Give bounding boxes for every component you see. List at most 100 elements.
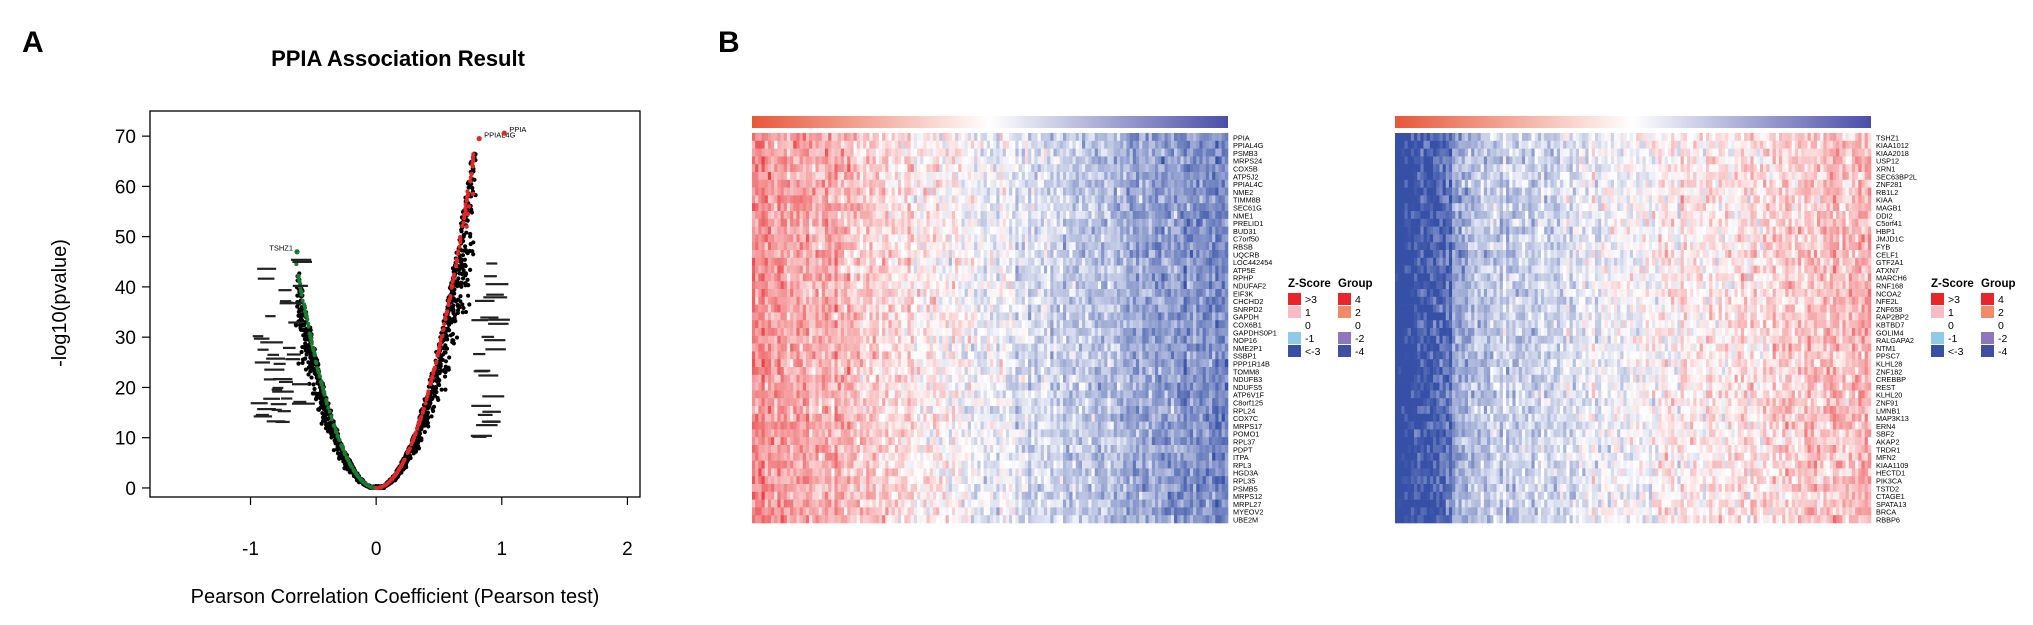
heatmap-cell xyxy=(824,172,829,181)
heatmap-cell xyxy=(771,281,775,290)
heatmap-cell xyxy=(847,156,851,165)
heatmap-cell xyxy=(869,421,873,430)
heatmap-cell xyxy=(901,226,905,235)
scatter-point xyxy=(437,365,442,370)
heatmap-cell xyxy=(783,460,788,469)
heatmap-cell xyxy=(786,226,791,235)
heatmap-cell xyxy=(767,367,772,376)
heatmap-cell xyxy=(853,343,858,352)
heatmap-cell xyxy=(828,406,832,415)
heatmap-cell xyxy=(831,398,835,407)
heatmap-cell xyxy=(840,382,845,391)
heatmap-cell xyxy=(805,413,810,422)
heatmap-cell xyxy=(929,195,934,204)
heatmap-cell xyxy=(936,382,940,391)
heatmap-cell xyxy=(821,382,826,391)
heatmap-cell xyxy=(818,374,823,383)
heatmap-cell xyxy=(897,148,902,157)
heatmap-cell xyxy=(853,250,858,259)
heatmap-cell xyxy=(809,445,813,454)
heatmap-cell xyxy=(923,187,927,196)
heatmap-cell xyxy=(863,265,867,274)
heatmap-cell xyxy=(939,421,943,430)
heatmap-cell xyxy=(939,335,943,344)
heatmap-cell xyxy=(805,250,810,259)
heatmap-cell xyxy=(923,320,927,329)
heatmap-cell xyxy=(875,296,880,305)
heatmap-cell xyxy=(936,320,940,329)
heatmap-cell xyxy=(875,445,880,454)
heatmap-cell xyxy=(850,172,854,181)
heatmap-cell xyxy=(942,499,946,508)
heatmap-cell xyxy=(834,484,838,493)
scatter-point xyxy=(311,366,316,371)
heatmap-cell xyxy=(907,374,911,383)
heatmap-cell xyxy=(863,359,867,368)
heatmap-cell xyxy=(878,296,883,305)
heatmap-cell xyxy=(910,437,915,446)
heatmap-cell xyxy=(761,359,765,368)
heatmap-cell xyxy=(894,374,899,383)
heatmap-cell xyxy=(897,491,902,500)
heatmap-cell xyxy=(894,515,899,524)
heatmap-cell xyxy=(764,304,769,313)
heatmap-cell xyxy=(752,445,756,454)
heatmap-cell xyxy=(869,218,873,227)
heatmap-cell xyxy=(891,320,896,329)
heatmap-cell xyxy=(758,218,762,227)
heatmap-cell xyxy=(875,273,880,282)
heatmap-cell xyxy=(913,359,918,368)
heatmap-cell xyxy=(834,390,838,399)
heatmap-cell xyxy=(844,156,848,165)
heatmap-cell xyxy=(894,156,899,165)
heatmap-cell xyxy=(859,491,864,500)
heatmap-cell xyxy=(767,390,772,399)
heatmap-cell xyxy=(920,460,924,469)
heatmap-cell xyxy=(863,140,867,149)
heatmap-cell xyxy=(793,133,797,142)
heatmap-cell xyxy=(802,289,807,298)
heatmap-cell xyxy=(910,242,915,251)
heatmap-cell xyxy=(771,211,775,220)
heatmap-cell xyxy=(897,429,902,438)
heatmap-cell xyxy=(948,421,953,430)
heatmap-cell xyxy=(831,406,835,415)
heatmap-cell xyxy=(885,382,889,391)
heatmap-cell xyxy=(799,343,804,352)
heatmap-cell xyxy=(923,452,927,461)
heatmap-cell xyxy=(755,265,759,274)
heatmap-cell xyxy=(917,328,921,337)
heatmap-cell xyxy=(939,429,943,438)
heatmap-cell xyxy=(856,499,861,508)
heatmap-cell xyxy=(764,507,769,516)
heatmap-cell xyxy=(942,406,946,415)
heatmap-cell xyxy=(828,140,832,149)
heatmap-cell xyxy=(818,304,823,313)
heatmap-cell xyxy=(859,211,864,220)
heatmap-cell xyxy=(936,413,940,422)
scatter-point-green xyxy=(327,409,332,414)
heatmap-cell xyxy=(936,179,940,188)
heatmap-cell xyxy=(821,507,826,516)
heatmap-cell xyxy=(936,421,940,430)
heatmap-cell xyxy=(831,265,835,274)
heatmap-cell xyxy=(790,320,794,329)
heatmap-cell xyxy=(920,367,924,376)
heatmap-cell xyxy=(942,187,946,196)
heatmap-cell xyxy=(929,164,934,173)
scatter-point xyxy=(325,429,331,434)
scatter-point-green xyxy=(340,444,345,449)
heatmap-cell xyxy=(926,413,930,422)
heatmap-cell xyxy=(913,296,918,305)
heatmap-cell xyxy=(856,289,861,298)
heatmap-cell xyxy=(834,335,838,344)
heatmap-cell xyxy=(942,484,946,493)
heatmap-cell xyxy=(945,429,950,438)
heatmap-cell xyxy=(936,250,940,259)
heatmap-cell xyxy=(894,351,899,360)
heatmap-cell xyxy=(866,367,870,376)
scatter-point-red xyxy=(401,459,406,464)
heatmap-cell xyxy=(764,148,769,157)
heatmap-cell xyxy=(882,367,886,376)
heatmap-cell xyxy=(923,296,927,305)
